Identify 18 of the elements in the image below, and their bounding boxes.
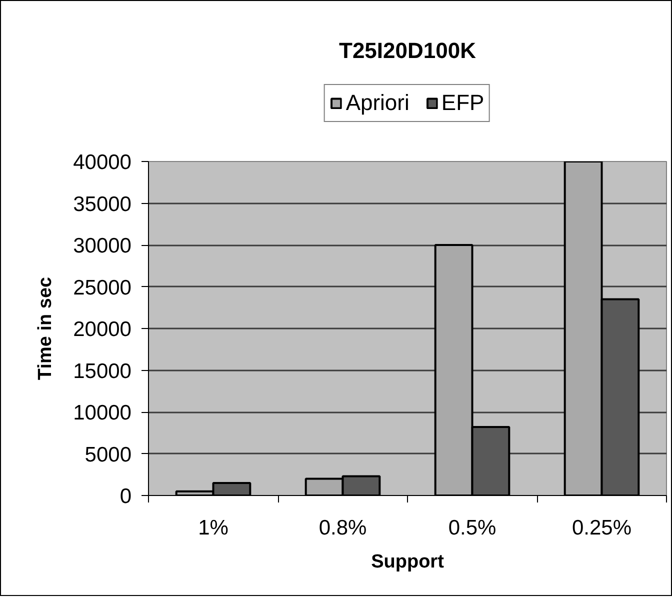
x-tick-label: 0.5% <box>448 516 496 540</box>
x-tick-label: 0.8% <box>318 516 367 540</box>
legend-label: Apriori <box>346 90 410 116</box>
y-tick-label: 15000 <box>73 360 132 383</box>
chart-title: T25I20D100K <box>339 38 476 63</box>
x-tick-label: 1% <box>198 516 228 540</box>
y-tick-label: 40000 <box>73 151 132 174</box>
y-tick-label: 5000 <box>84 443 132 466</box>
y-tick-label: 0 <box>120 485 132 508</box>
legend-label: EFP <box>441 90 484 116</box>
y-tick-label: 10000 <box>73 402 132 424</box>
x-axis-title: Support <box>371 552 445 572</box>
y-tick-label: 35000 <box>73 192 132 216</box>
y-tick-label: 30000 <box>73 234 132 258</box>
y-tick-label: 20000 <box>73 318 132 341</box>
x-tick-label: 0.25% <box>572 516 632 540</box>
y-axis-title: Time in sec <box>35 276 56 380</box>
y-tick-label: 25000 <box>73 276 132 300</box>
